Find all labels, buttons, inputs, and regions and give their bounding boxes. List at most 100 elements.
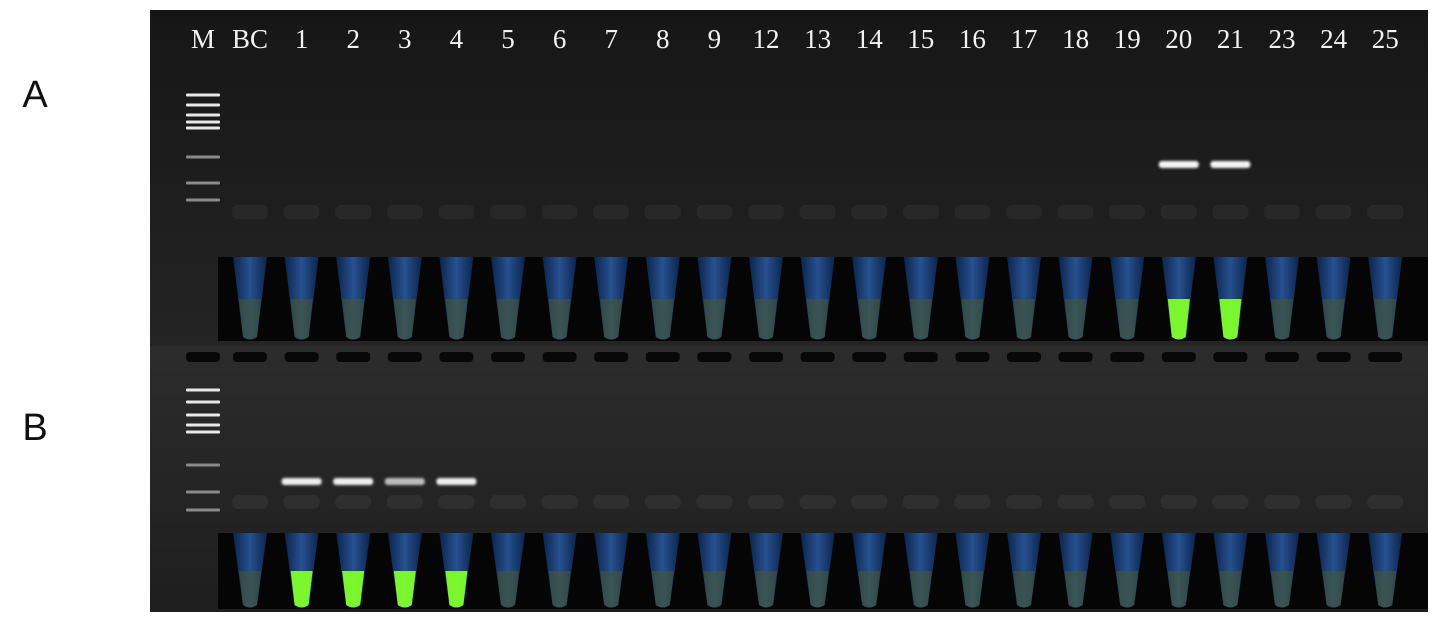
lane-label: 15 (907, 24, 934, 54)
band (282, 478, 322, 485)
lane-label: 12 (753, 24, 780, 54)
smear (1058, 205, 1094, 219)
well (543, 352, 577, 362)
ladder-band (186, 424, 220, 427)
ladder-band (186, 199, 220, 202)
smear (1212, 205, 1248, 219)
lane-label: M (191, 24, 215, 54)
smear (593, 205, 629, 219)
smear (903, 495, 939, 509)
well (1162, 352, 1196, 362)
well (1317, 352, 1351, 362)
well (491, 352, 525, 362)
lane-label: 21 (1217, 24, 1244, 54)
smear (800, 205, 836, 219)
lane-label: 1 (295, 24, 309, 54)
well (388, 352, 422, 362)
smear (438, 495, 474, 509)
ladder-band (186, 114, 220, 117)
page: {"panels": [{"label": "A"}, {"label": "B… (0, 0, 1433, 617)
ladder-band (186, 104, 220, 107)
smear (748, 205, 784, 219)
smear (1316, 495, 1352, 509)
ladder-band (186, 464, 220, 467)
lane-label: 4 (450, 24, 464, 54)
lane-label: 25 (1372, 24, 1399, 54)
well (233, 352, 267, 362)
ladder-band (186, 121, 220, 124)
smear (748, 495, 784, 509)
smear (438, 205, 474, 219)
well (697, 352, 731, 362)
well (955, 352, 989, 362)
ladder-band (186, 389, 220, 392)
lane-label: 18 (1062, 24, 1089, 54)
smear (542, 495, 578, 509)
smear (335, 205, 371, 219)
smear (232, 205, 268, 219)
lane-label: 7 (604, 24, 618, 54)
well (852, 352, 886, 362)
well (1007, 352, 1041, 362)
smear (954, 205, 990, 219)
smear (954, 495, 990, 509)
well (1213, 352, 1247, 362)
lane-label: 3 (398, 24, 412, 54)
lane-label: 8 (656, 24, 670, 54)
smear (284, 205, 320, 219)
well (1368, 352, 1402, 362)
smear (1264, 495, 1300, 509)
lane-label: 17 (1011, 24, 1038, 54)
smear (1367, 205, 1403, 219)
ladder-band (186, 156, 220, 159)
lane-label: 14 (856, 24, 884, 54)
smear (232, 495, 268, 509)
band (1210, 161, 1250, 168)
ladder-band (186, 182, 220, 185)
ladder-band (186, 509, 220, 512)
band (333, 478, 373, 485)
ladder-band (186, 414, 220, 417)
smear (284, 495, 320, 509)
smear (542, 205, 578, 219)
ladder-band (186, 127, 220, 130)
smear (1212, 495, 1248, 509)
smear (1264, 205, 1300, 219)
smear (1367, 495, 1403, 509)
lane-label: 2 (346, 24, 360, 54)
well (1110, 352, 1144, 362)
smear (851, 495, 887, 509)
smear (387, 495, 423, 509)
lane-label: 6 (553, 24, 567, 54)
well (801, 352, 835, 362)
lane-label: 5 (501, 24, 515, 54)
lane-label: 23 (1269, 24, 1296, 54)
smear (1006, 495, 1042, 509)
lane-label: 16 (959, 24, 986, 54)
band (436, 478, 476, 485)
smear (645, 495, 681, 509)
lane-label: 20 (1165, 24, 1192, 54)
well (594, 352, 628, 362)
lane-label: 24 (1320, 24, 1348, 54)
smear (387, 205, 423, 219)
smear (696, 495, 732, 509)
smear (1109, 495, 1145, 509)
lane-label: 19 (1114, 24, 1141, 54)
ladder-band (186, 94, 220, 97)
smear (851, 205, 887, 219)
well (904, 352, 938, 362)
smear (645, 205, 681, 219)
well (336, 352, 370, 362)
smear (1161, 495, 1197, 509)
well (1059, 352, 1093, 362)
panel-label: B (22, 407, 47, 449)
smear (1109, 205, 1145, 219)
ladder-band (186, 431, 220, 434)
band (1159, 161, 1199, 168)
smear (1316, 205, 1352, 219)
smear (903, 205, 939, 219)
well (285, 352, 319, 362)
ladder-band (186, 491, 220, 494)
smear (490, 205, 526, 219)
